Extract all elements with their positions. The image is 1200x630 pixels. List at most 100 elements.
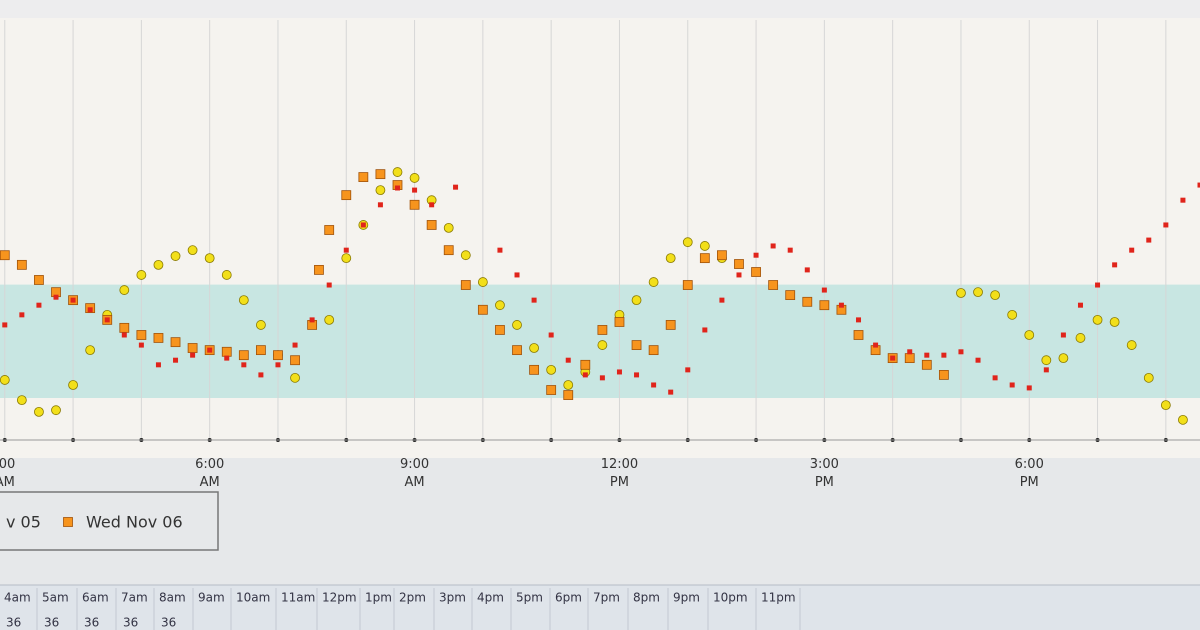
data-point (429, 202, 435, 208)
data-point (343, 247, 349, 253)
hour-label: 3pm (439, 591, 466, 605)
data-point (443, 222, 454, 233)
data-point (768, 280, 779, 290)
data-point (1109, 317, 1120, 327)
data-point (221, 346, 232, 357)
data-point (409, 199, 420, 210)
hour-label: 5pm (516, 591, 543, 605)
data-point (497, 247, 503, 253)
data-point (1060, 332, 1066, 338)
data-point (341, 190, 352, 201)
data-point (68, 380, 78, 390)
hour-label: 6pm (555, 591, 582, 605)
data-point (648, 277, 659, 287)
data-point (685, 367, 691, 373)
data-point (0, 250, 10, 261)
data-point (719, 297, 725, 303)
data-point (16, 395, 27, 406)
data-point (16, 259, 27, 270)
data-point (495, 300, 505, 311)
hour-label: 8am (159, 591, 186, 605)
data-point (85, 345, 96, 356)
data-point (736, 272, 742, 278)
data-point (890, 355, 896, 361)
data-point (751, 267, 761, 277)
data-point (63, 517, 73, 527)
hour-label: 11am (281, 591, 315, 605)
data-point (975, 357, 981, 363)
data-point (873, 342, 879, 348)
data-point (358, 172, 369, 182)
data-point (1112, 262, 1118, 268)
hour-label: 12pm (322, 591, 357, 605)
data-point (856, 317, 862, 323)
data-point (990, 290, 1001, 301)
data-point (853, 330, 864, 340)
data-point (1043, 367, 1049, 373)
data-point (1095, 282, 1101, 288)
data-point (394, 185, 400, 191)
data-point (838, 302, 844, 308)
data-point (582, 372, 588, 378)
data-point (921, 359, 932, 370)
data-point (258, 372, 264, 378)
data-point (1160, 400, 1171, 411)
hour-value: 36 (6, 616, 21, 630)
data-point (563, 380, 574, 390)
data-point (238, 295, 249, 306)
hour-label: 4am (4, 591, 31, 605)
data-point (631, 340, 642, 350)
data-point (702, 327, 708, 333)
data-point (1163, 222, 1169, 228)
hour-label: 6am (82, 591, 109, 605)
data-point (512, 345, 522, 356)
data-point (153, 333, 164, 343)
data-point (1026, 385, 1032, 391)
data-point (412, 187, 418, 193)
data-point (360, 222, 366, 228)
data-point (599, 375, 605, 381)
data-point (1024, 330, 1035, 340)
hour-label: 7pm (593, 591, 620, 605)
data-point (546, 364, 557, 375)
data-point (324, 225, 335, 235)
hour-table (0, 585, 1200, 630)
data-point (1180, 197, 1186, 203)
hour-label: 9am (198, 591, 225, 605)
data-point (443, 245, 454, 256)
data-point (648, 345, 659, 356)
data-point (1092, 314, 1103, 325)
data-point (717, 250, 727, 261)
data-point (668, 389, 674, 395)
data-point (224, 355, 230, 361)
data-point (819, 300, 830, 311)
data-point (904, 353, 915, 364)
data-point (155, 362, 161, 368)
data-point (136, 330, 147, 340)
data-point (426, 220, 437, 230)
hour-label: 2pm (399, 591, 426, 605)
data-point (392, 167, 403, 177)
hour-label: 10pm (713, 591, 748, 605)
data-point (512, 320, 522, 330)
x-tick-label: 6:00 AM (195, 457, 224, 490)
data-point (173, 357, 179, 363)
data-point (51, 405, 61, 416)
data-point (0, 375, 10, 385)
data-point (682, 280, 693, 290)
data-point (973, 287, 983, 298)
data-point (1007, 309, 1018, 320)
hour-label: 10am (236, 591, 270, 605)
hour-label: 5am (42, 591, 69, 605)
data-point (956, 288, 966, 298)
data-point (616, 369, 622, 375)
data-point (170, 251, 181, 261)
data-point (375, 185, 386, 196)
data-point (1197, 182, 1200, 188)
data-point (119, 285, 130, 295)
data-point (290, 372, 300, 383)
data-point (104, 317, 110, 323)
data-point (938, 369, 949, 380)
x-tick-label: 3:00 PM (810, 457, 839, 490)
hour-value: 36 (84, 616, 99, 630)
